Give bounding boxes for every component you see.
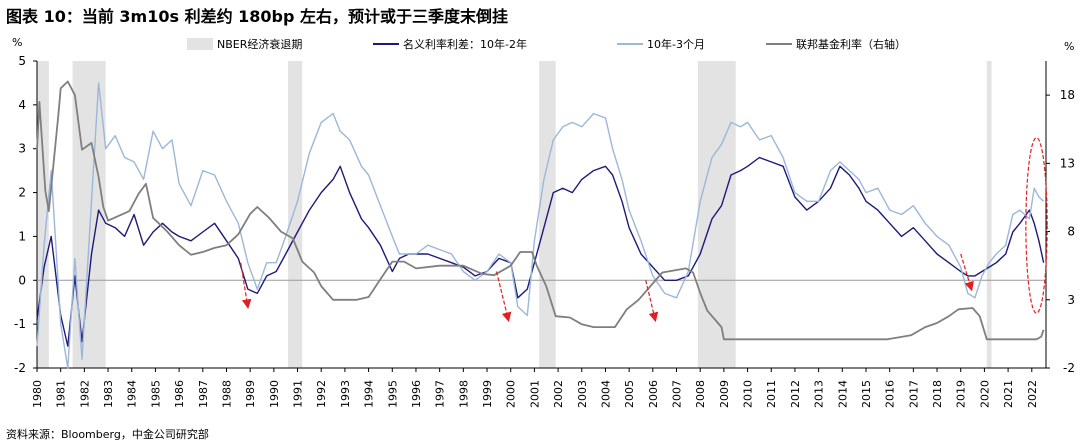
x-tick-label: 2007 [671,380,684,408]
x-tick-label: 1985 [149,380,162,408]
x-tick-label: 2008 [694,380,707,408]
left-axis-unit: % [12,36,22,49]
red-arrow [960,253,974,292]
x-tick-label: 2011 [765,380,778,408]
right-axis-unit: % [1064,40,1074,53]
x-tick-label: 2012 [789,380,802,408]
left-tick-label: 4 [18,98,26,112]
x-tick-label: 1992 [315,380,328,408]
x-tick-label: 2010 [742,380,755,408]
left-tick-label: -2 [14,361,26,375]
legend: NBER经济衰退期 名义利率利差：10年-2年 10年-3个月 联邦基金利率（右轴） [187,37,906,51]
x-tick-label: 2006 [647,380,660,408]
x-tick-label: 1987 [197,380,210,408]
x-tick-label: 2015 [860,380,873,408]
x-tick-label: 1986 [173,380,186,408]
x-tick-label: 1980 [31,380,44,408]
x-tick-label: 1993 [339,380,352,408]
x-tick-label: 2018 [931,380,944,408]
series-line-2 [36,82,1045,369]
recession-band [72,61,106,368]
series-line-3 [36,80,1045,341]
x-tick-label: 2016 [884,380,897,408]
right-tick-label: 18 [1060,88,1075,102]
x-tick-label: 1989 [244,380,257,408]
x-tick-label: 2005 [623,380,636,408]
red-arrow [240,262,252,309]
legend-label: 10年-3个月 [647,37,705,51]
x-tick-label: 1996 [410,380,423,408]
x-tick-label: 1999 [481,380,494,408]
x-tick-label: 1988 [220,380,233,408]
x-tick-label: 1983 [102,380,115,408]
left-tick-label: 2 [18,186,26,200]
x-tick-label: 2022 [1026,380,1039,408]
x-tick-label: 1991 [292,380,305,408]
right-tick-label: 13 [1060,156,1075,170]
x-tick-label: 2020 [978,380,991,408]
left-tick-label: 1 [18,229,26,243]
tick-labels: -2 -1 0 1 2 3 4 5% -2 3 8 13 18% 1980 1981 1982 1983 1984… [12,36,1075,408]
axes [33,60,1050,372]
x-tick-label: 2002 [552,380,565,408]
x-tick-label: 1984 [126,380,139,408]
x-tick-label: 1990 [268,380,281,408]
legend-label: 名义利率利差：10年-2年 [403,37,527,51]
left-tick-label: -1 [14,317,26,331]
x-tick-label: 2003 [576,380,589,408]
red-arrow [645,280,659,323]
left-tick-label: 3 [18,142,26,156]
x-tick-label: 2004 [599,380,612,408]
page-title: 图表 10：当前 3m10s 利差约 180bp 左右，预计或于三季度末倒挂 [6,7,509,26]
x-tick-label: 1997 [434,380,447,408]
recession-band [288,61,303,368]
source-note: 资料来源：Bloomberg，中金公司研究部 [6,428,209,441]
x-tick-label: 2000 [505,380,518,408]
x-tick-label: 1981 [55,380,68,408]
recession-band [986,61,992,368]
x-tick-label: 2021 [1002,380,1015,408]
x-tick-label: 2017 [907,380,920,408]
right-tick-label: 8 [1067,225,1075,239]
legend-label: NBER经济衰退期 [217,37,302,51]
left-tick-label: 5 [18,54,26,68]
x-tick-label: 2001 [528,380,541,408]
legend-label: 联邦基金利率（右轴） [796,37,906,51]
x-tick-label: 2013 [813,380,826,408]
x-tick-label: 1995 [386,380,399,408]
x-tick-label: 1994 [363,380,376,408]
recession-bands [37,61,992,368]
x-tick-label: 2014 [836,380,849,408]
x-tick-label: 2009 [718,380,731,408]
recession-band [697,61,736,368]
x-tick-label: 1982 [78,380,91,408]
highlight-ellipse [1025,137,1048,314]
series-line-1 [36,156,1045,347]
annotations [240,137,1048,323]
series [36,80,1045,369]
red-arrow [495,271,512,323]
recession-band [37,61,49,368]
legend-swatch [187,38,213,50]
left-tick-label: 0 [18,273,26,287]
right-tick-label: -2 [1063,361,1075,375]
x-tick-label: 2019 [955,380,968,408]
x-tick-label: 1998 [457,380,470,408]
right-tick-label: 3 [1067,293,1075,307]
